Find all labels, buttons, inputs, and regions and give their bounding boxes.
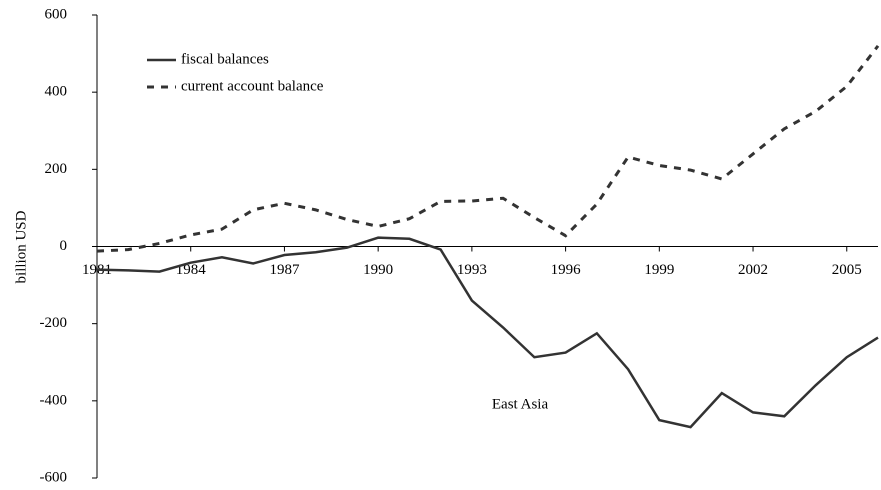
x-tick-label: 1993: [457, 262, 487, 278]
x-tick-label: 2005: [832, 262, 862, 278]
x-tick-label: 1984: [176, 262, 207, 278]
x-tick-label: 1987: [269, 262, 300, 278]
x-tick-label: 1999: [644, 262, 674, 278]
x-tick-label: 2002: [738, 262, 768, 278]
x-tick-label: 1996: [551, 262, 582, 278]
y-tick-label: 400: [45, 84, 68, 100]
y-tick-label: -400: [40, 392, 68, 408]
y-tick-label: -200: [40, 315, 68, 331]
series-line: [96, 44, 880, 253]
legend-label: current account balance: [181, 78, 324, 94]
y-tick-label: 200: [45, 161, 68, 177]
y-axis-label: billion USD: [13, 210, 29, 283]
x-tick-label: 1990: [363, 262, 393, 278]
y-tick-label: 600: [45, 6, 68, 22]
legend-label: fiscal balances: [181, 51, 269, 67]
series-line: [96, 236, 879, 429]
y-tick-label: -600: [40, 469, 68, 485]
y-tick-label: 0: [60, 238, 68, 254]
x-axis-label: East Asia: [492, 396, 549, 412]
